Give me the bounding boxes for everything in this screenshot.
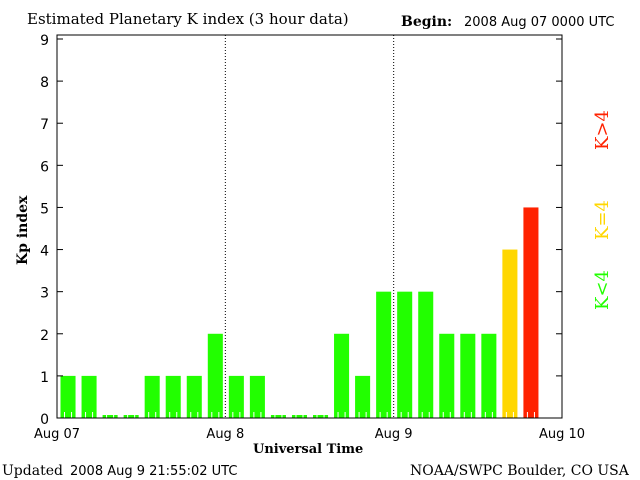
x-tick-label: Aug 07 bbox=[34, 427, 80, 442]
bar bbox=[291, 415, 307, 418]
bar bbox=[186, 375, 202, 418]
x-tick-label: Aug 9 bbox=[375, 427, 413, 442]
bar bbox=[481, 333, 497, 418]
bar bbox=[207, 333, 223, 418]
bar bbox=[249, 375, 265, 418]
updated-value: 2008 Aug 9 21:55:02 UTC bbox=[70, 464, 237, 479]
bar bbox=[123, 415, 139, 418]
legend-entry: K=4 bbox=[592, 200, 613, 240]
x-tick-label: Aug 10 bbox=[539, 427, 585, 442]
x-tick-label: Aug 8 bbox=[206, 427, 244, 442]
begin-label: Begin: bbox=[401, 14, 452, 30]
y-axis-label: Kp index bbox=[15, 195, 31, 265]
legend-entry: K<4 bbox=[592, 270, 613, 310]
bar bbox=[376, 291, 392, 418]
legend-entry: K>4 bbox=[592, 110, 613, 150]
y-tick-label: 5 bbox=[40, 201, 49, 217]
y-tick-label: 9 bbox=[40, 33, 49, 49]
bar bbox=[60, 375, 76, 418]
y-tick-label: 0 bbox=[40, 412, 49, 428]
bar bbox=[397, 291, 413, 418]
bar bbox=[439, 333, 455, 418]
bar bbox=[355, 375, 371, 418]
chart-title: Estimated Planetary K index (3 hour data… bbox=[27, 10, 349, 28]
y-tick-label: 4 bbox=[40, 244, 49, 260]
y-tick-label: 1 bbox=[40, 370, 49, 386]
bar bbox=[228, 375, 244, 418]
bar bbox=[313, 415, 329, 418]
bar bbox=[418, 291, 434, 418]
updated-label: Updated bbox=[2, 463, 63, 479]
begin-value: 2008 Aug 07 0000 UTC bbox=[464, 15, 614, 30]
plot-frame bbox=[56, 34, 563, 419]
source-credit: NOAA/SWPC Boulder, CO USA bbox=[410, 463, 630, 479]
bar bbox=[144, 375, 160, 418]
bar bbox=[334, 333, 350, 418]
bar bbox=[165, 375, 181, 418]
y-tick-label: 6 bbox=[40, 159, 49, 175]
bar bbox=[523, 207, 539, 418]
y-tick-label: 2 bbox=[40, 328, 49, 344]
bar bbox=[460, 333, 476, 418]
plot-area: 0 1 2 3 4 5 6 7 8 9 Aug 07 Aug 8 Aug 9 Aug 10 bbox=[34, 33, 585, 442]
y-tick-label: 3 bbox=[40, 286, 49, 302]
bar bbox=[270, 415, 286, 418]
x-axis-label: Universal Time bbox=[253, 442, 363, 457]
legend: K<4 K=4 K>4 bbox=[592, 110, 613, 310]
bar bbox=[502, 249, 518, 418]
y-tick-label: 7 bbox=[40, 117, 49, 133]
bar bbox=[81, 375, 97, 418]
bar bbox=[102, 415, 118, 418]
y-tick-label: 8 bbox=[40, 75, 49, 91]
